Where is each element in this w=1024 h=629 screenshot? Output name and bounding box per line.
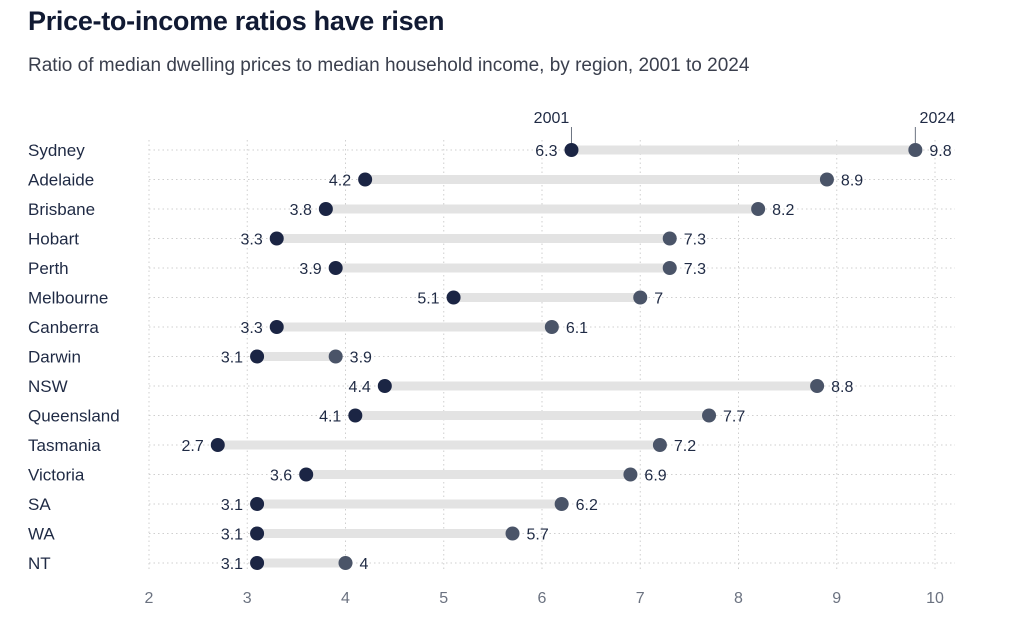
x-tick-label: 2 xyxy=(145,590,154,607)
value-label-2024: 5.7 xyxy=(527,527,549,544)
value-label-2001: 3.3 xyxy=(240,232,262,249)
value-label-2024: 7.3 xyxy=(684,232,706,249)
category-label: Sydney xyxy=(28,141,85,160)
category-label: Brisbane xyxy=(28,200,95,219)
category-label: Darwin xyxy=(28,348,81,367)
value-label-2024: 4 xyxy=(360,556,369,573)
dot-2024 xyxy=(505,526,520,541)
dot-2001 xyxy=(250,497,265,511)
chart-title: Price-to-income ratios have risen xyxy=(28,6,445,36)
value-label-2001: 3.1 xyxy=(221,556,243,573)
value-label-2001: 3.3 xyxy=(240,320,262,337)
x-tick-label: 5 xyxy=(439,590,448,607)
category-label: NSW xyxy=(28,377,68,396)
dot-2024 xyxy=(662,231,677,246)
value-label-2024: 9.8 xyxy=(929,143,951,160)
category-label: Canberra xyxy=(28,318,99,337)
dot-2024 xyxy=(652,438,667,452)
category-label: Queensland xyxy=(28,407,120,426)
category-label: Melbourne xyxy=(28,289,108,308)
dot-2001 xyxy=(348,408,363,423)
dot-2001 xyxy=(358,172,373,187)
dot-2024 xyxy=(338,556,353,570)
value-label-2001: 4.1 xyxy=(319,409,341,426)
dot-2024 xyxy=(554,497,569,511)
value-label-2001: 3.1 xyxy=(221,497,243,514)
x-tick-label: 6 xyxy=(538,590,547,607)
category-label: Victoria xyxy=(28,466,85,485)
value-label-2001: 3.6 xyxy=(270,468,292,485)
category-label: SA xyxy=(28,495,51,514)
chart-subtitle: Ratio of median dwelling prices to media… xyxy=(28,55,750,76)
value-label-2001: 3.1 xyxy=(221,527,243,544)
dot-2001 xyxy=(250,526,265,541)
x-tick-label: 9 xyxy=(832,590,841,607)
value-label-2001: 3.1 xyxy=(221,350,243,367)
dot-2001 xyxy=(269,231,284,246)
dot-2024 xyxy=(544,320,559,334)
dot-2001 xyxy=(269,320,284,334)
x-tick-label: 8 xyxy=(734,590,743,607)
category-label: Hobart xyxy=(28,230,79,249)
value-label-2024: 8.2 xyxy=(772,202,794,219)
value-label-2001: 4.4 xyxy=(349,379,371,396)
category-label: Adelaide xyxy=(28,171,94,190)
value-label-2001: 5.1 xyxy=(417,291,439,308)
dot-2024 xyxy=(751,202,766,216)
dot-2001 xyxy=(377,379,392,393)
series-label-2001: 2001 xyxy=(534,110,570,127)
dot-2024 xyxy=(908,143,923,157)
dot-2001 xyxy=(328,261,343,275)
dot-2024 xyxy=(328,349,343,364)
dot-2024 xyxy=(633,290,648,305)
dot-2024 xyxy=(702,408,717,423)
value-label-2024: 7 xyxy=(654,291,663,308)
dot-2001 xyxy=(564,143,579,157)
x-tick-label: 7 xyxy=(636,590,645,607)
dot-2001 xyxy=(446,290,461,305)
value-label-2001: 3.8 xyxy=(290,202,312,219)
x-tick-label: 10 xyxy=(926,590,944,607)
value-label-2024: 6.9 xyxy=(644,468,666,485)
x-tick-label: 3 xyxy=(243,590,252,607)
dot-2001 xyxy=(250,349,265,364)
value-label-2001: 2.7 xyxy=(182,438,204,455)
dot-2024 xyxy=(662,261,677,275)
value-label-2001: 3.9 xyxy=(299,261,321,278)
dot-2001 xyxy=(299,467,314,482)
value-label-2024: 7.3 xyxy=(684,261,706,278)
category-label: NT xyxy=(28,554,51,573)
category-label: WA xyxy=(28,525,55,544)
value-label-2001: 4.2 xyxy=(329,173,351,190)
series-label-2024: 2024 xyxy=(920,110,956,127)
value-label-2024: 8.9 xyxy=(841,173,863,190)
category-label: Perth xyxy=(28,259,69,278)
dot-2001 xyxy=(250,556,265,570)
value-label-2024: 8.8 xyxy=(831,379,853,396)
dot-2024 xyxy=(623,467,638,482)
dot-2024 xyxy=(810,379,825,393)
value-label-2024: 6.1 xyxy=(566,320,588,337)
dot-2001 xyxy=(210,438,225,452)
value-label-2024: 6.2 xyxy=(576,497,598,514)
value-label-2024: 7.7 xyxy=(723,409,745,426)
dot-2001 xyxy=(318,202,333,216)
value-label-2024: 3.9 xyxy=(350,350,372,367)
dot-2024 xyxy=(819,172,834,187)
category-label: Tasmania xyxy=(28,436,101,455)
x-tick-label: 4 xyxy=(341,590,350,607)
value-label-2024: 7.2 xyxy=(674,438,696,455)
value-label-2001: 6.3 xyxy=(535,143,557,160)
